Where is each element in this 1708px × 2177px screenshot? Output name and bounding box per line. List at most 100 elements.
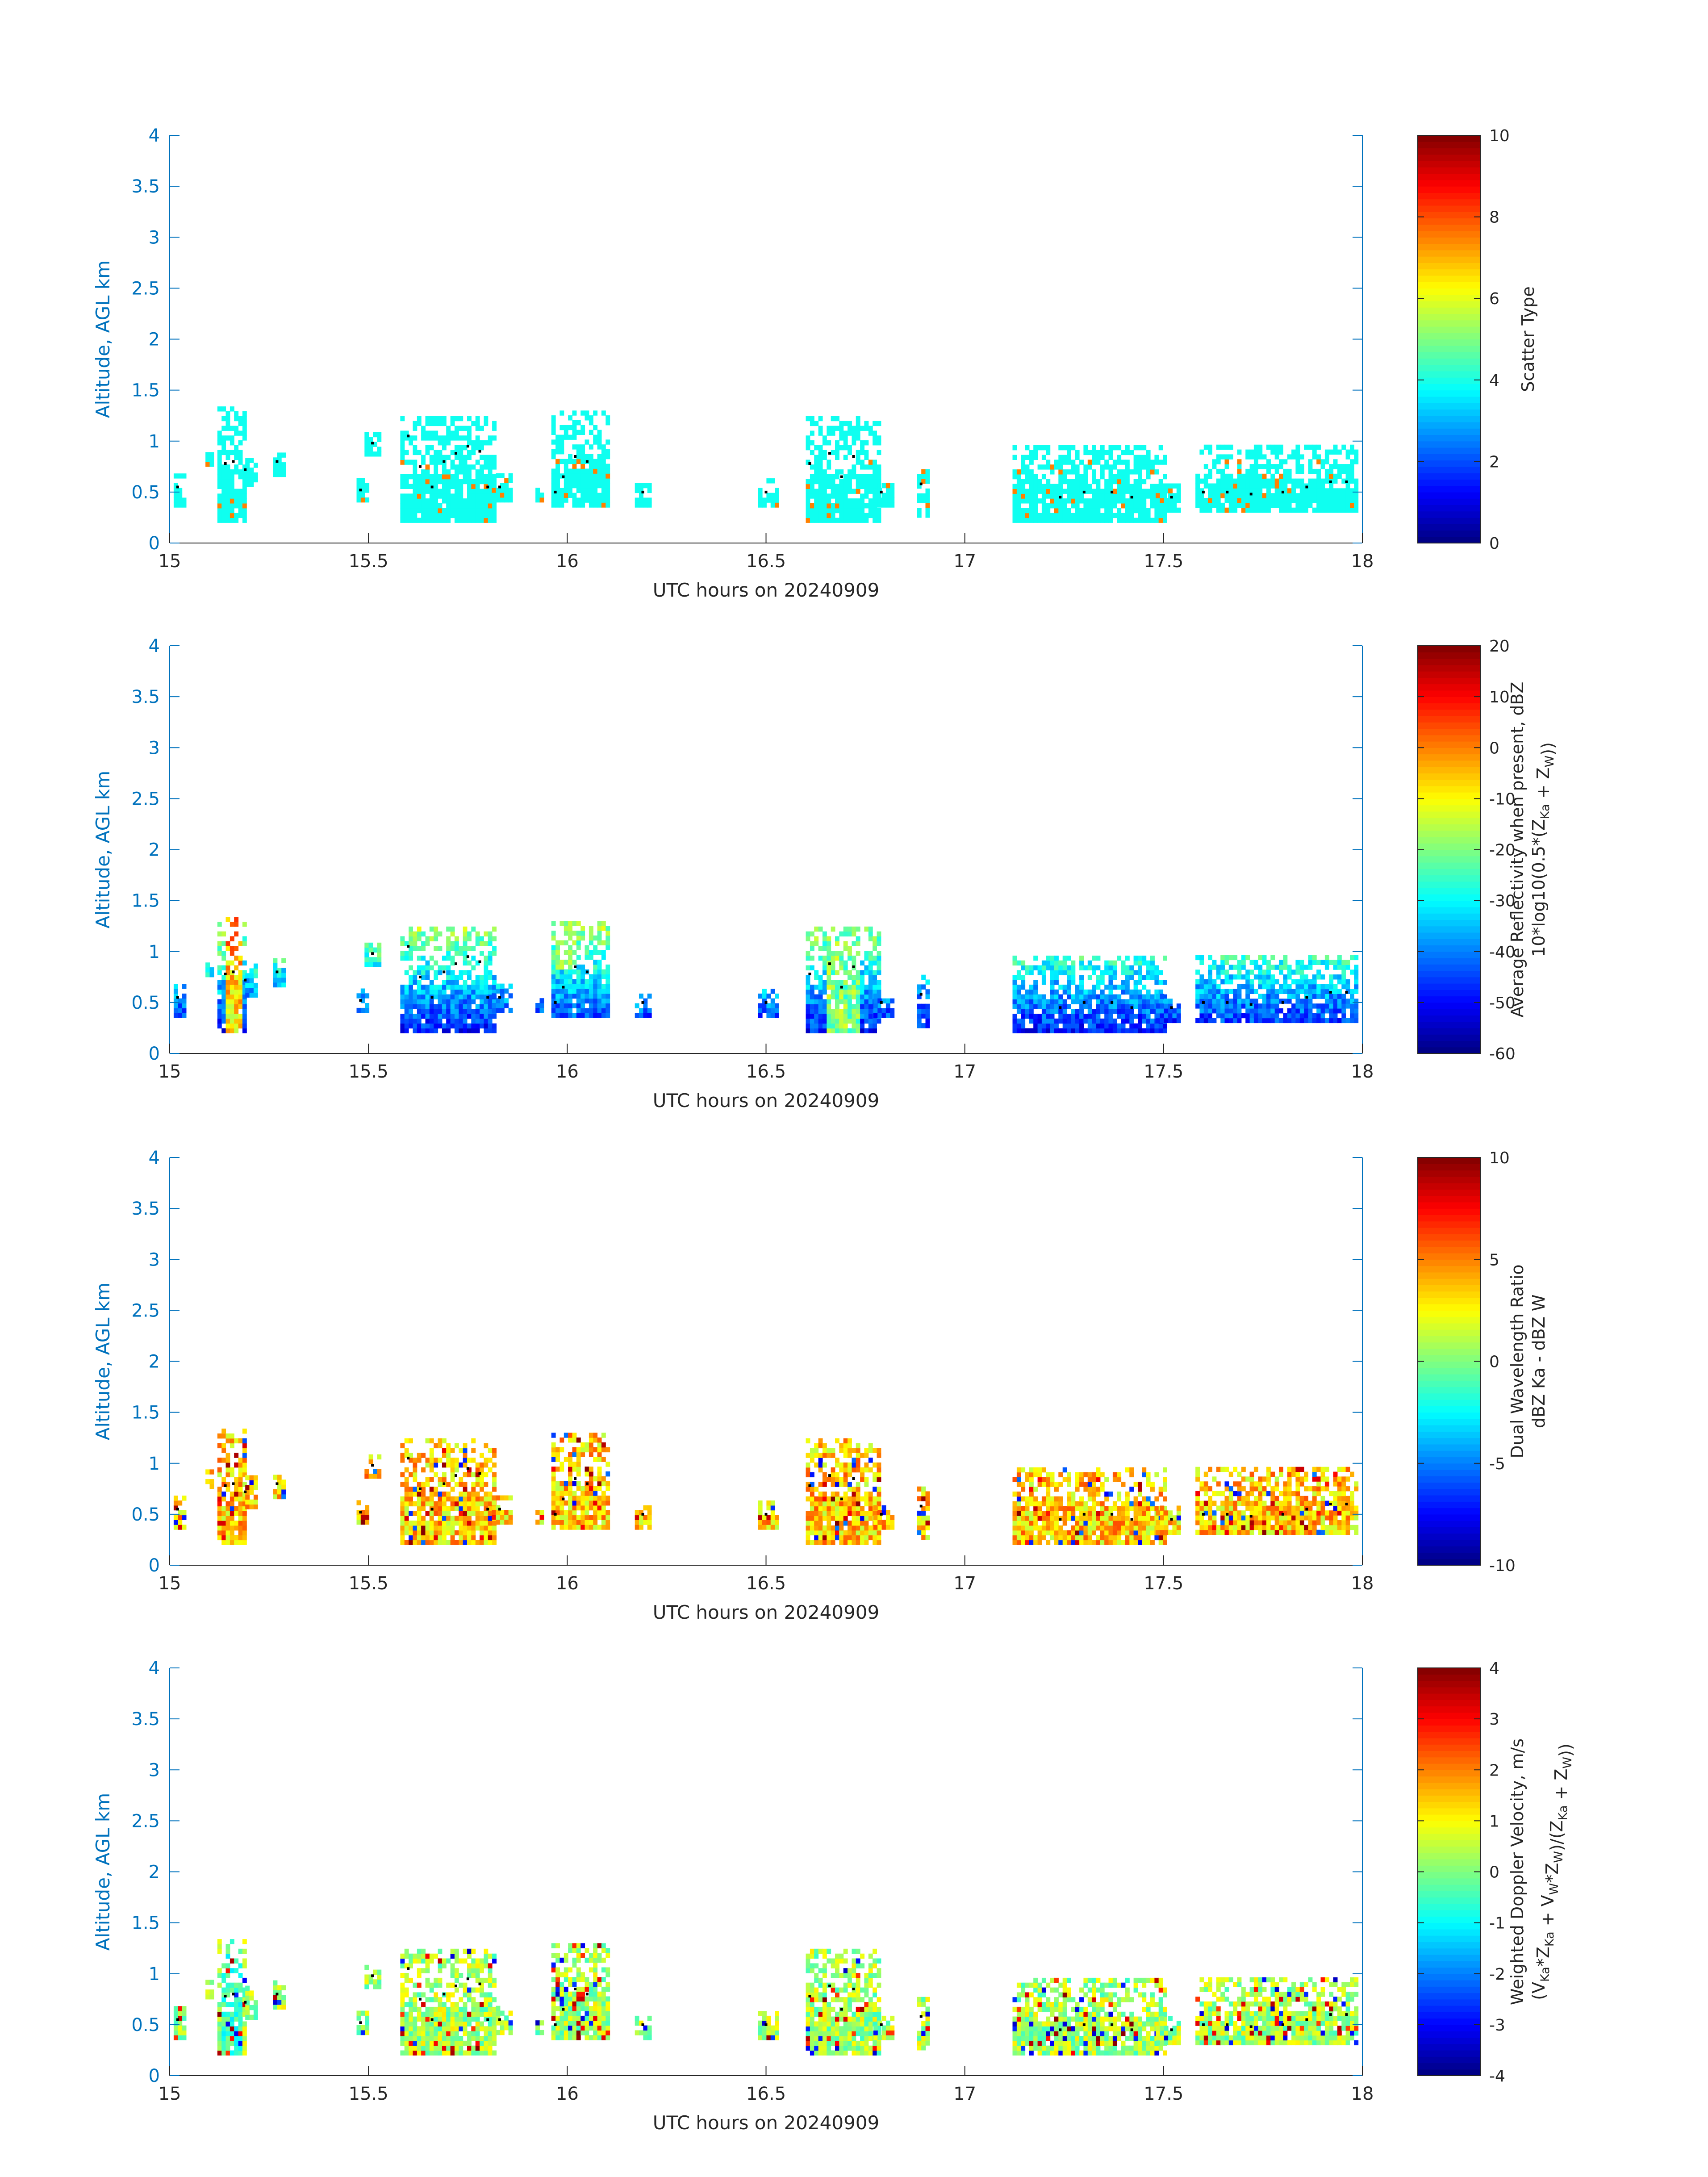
colorbar-swatch <box>1418 1040 1480 1048</box>
colorbar-swatch <box>1418 862 1480 869</box>
heatmap-cell <box>1337 955 1342 961</box>
heatmap-cell <box>178 502 183 508</box>
heatmap-cell <box>601 974 606 979</box>
heatmap-cell <box>1138 1009 1142 1014</box>
heatmap-cell <box>230 1511 234 1516</box>
heatmap-cell <box>864 440 869 446</box>
heatmap-cell <box>1016 503 1021 509</box>
heatmap-cell <box>1220 994 1225 999</box>
heatmap-cell <box>1100 994 1105 999</box>
heatmap-cell <box>860 1018 864 1024</box>
heatmap-cell <box>1033 474 1038 480</box>
heatmap-cell <box>245 463 250 468</box>
heatmap-cell <box>856 926 860 932</box>
heatmap-cell <box>1208 473 1212 479</box>
heatmap-cell <box>471 1458 476 1463</box>
heatmap-cell <box>1083 445 1088 451</box>
heatmap-cell <box>1245 984 1250 990</box>
heatmap-cell <box>217 1492 222 1497</box>
heatmap-cell <box>1337 994 1342 999</box>
heatmap-cell <box>1125 518 1130 523</box>
heatmap-cell <box>234 1492 239 1497</box>
heatmap-cell <box>762 497 767 503</box>
heatmap-cell <box>1112 445 1117 451</box>
heatmap-cell <box>368 437 373 442</box>
heatmap-cell <box>1233 989 1238 994</box>
heatmap-cell <box>404 1028 409 1033</box>
heatmap-cell <box>868 970 873 975</box>
heatmap-cell <box>1125 1014 1130 1019</box>
heatmap-cell <box>852 1014 856 1019</box>
heatmap-cell <box>839 1018 844 1024</box>
heatmap-cell <box>1029 984 1034 990</box>
heatmap-cell <box>413 508 418 514</box>
heatmap-cell <box>806 460 810 465</box>
heatmap-cell <box>606 1013 610 1018</box>
heatmap-cell <box>173 502 178 508</box>
heatmap-cell <box>450 513 455 518</box>
heatmap-cell <box>492 1515 497 1520</box>
heatmap-cell <box>488 1521 493 1526</box>
heatmap-cell <box>1216 454 1221 460</box>
heatmap-cell <box>230 1506 234 1511</box>
heatmap-cell <box>221 508 226 514</box>
heatmap-cell <box>217 460 222 465</box>
heatmap-cell <box>226 411 230 417</box>
heatmap-cell <box>492 1472 497 1478</box>
heatmap-cell <box>593 969 598 975</box>
heatmap-cell <box>442 1462 447 1468</box>
trace-point <box>486 996 489 999</box>
heatmap-cell <box>1241 1013 1246 1019</box>
heatmap-cell <box>1316 507 1321 513</box>
heatmap-cell <box>434 1525 438 1531</box>
heatmap-cell <box>1212 1018 1217 1024</box>
heatmap-cell <box>1012 1023 1017 1029</box>
heatmap-cell <box>1117 498 1122 504</box>
heatmap-cell <box>471 1487 476 1492</box>
heatmap-cell <box>404 1530 409 1536</box>
heatmap-cell <box>1058 503 1063 509</box>
heatmap-cell <box>234 955 239 961</box>
heatmap-cell <box>442 1511 447 1516</box>
heatmap-cell <box>1329 979 1334 985</box>
heatmap-cell <box>373 947 377 953</box>
heatmap-cell <box>488 469 493 475</box>
heatmap-cell <box>1220 454 1225 460</box>
heatmap-cell <box>450 1506 455 1511</box>
heatmap-cell <box>839 989 844 995</box>
heatmap-cell <box>1195 979 1200 985</box>
heatmap-cell <box>1299 984 1304 990</box>
colorbar-swatch <box>1418 824 1480 831</box>
heatmap-cell <box>463 1009 468 1014</box>
heatmap-cell <box>1146 460 1151 465</box>
heatmap-cell <box>818 493 823 499</box>
heatmap-cell <box>475 508 480 514</box>
heatmap-cell <box>1249 1013 1254 1019</box>
heatmap-cell <box>775 502 779 508</box>
heatmap-cell <box>1337 1018 1342 1024</box>
heatmap-cell <box>404 1487 409 1492</box>
heatmap-cell <box>1212 994 1217 999</box>
heatmap-cell <box>1329 498 1334 503</box>
colorbar-swatch <box>1418 205 1480 212</box>
heatmap-cell <box>868 508 873 514</box>
heatmap-cell <box>1245 502 1250 508</box>
heatmap-cell <box>1308 459 1313 464</box>
heatmap-cell <box>459 999 464 1004</box>
heatmap-cell <box>1354 1018 1359 1024</box>
heatmap-cell <box>221 1525 226 1531</box>
heatmap-cell <box>434 455 438 460</box>
heatmap-cell <box>421 498 426 504</box>
heatmap-cell <box>1283 984 1288 990</box>
heatmap-cell <box>873 980 877 985</box>
heatmap-cell <box>1041 1004 1046 1009</box>
heatmap-cell <box>1216 459 1221 464</box>
heatmap-cell <box>576 430 581 435</box>
heatmap-cell <box>1012 1004 1017 1009</box>
colorbar-swatch <box>1418 524 1480 531</box>
heatmap-cell <box>1199 1008 1204 1014</box>
heatmap-cell <box>221 1482 226 1487</box>
heatmap-cell <box>835 994 839 999</box>
y-tick-label: 1 <box>149 942 160 962</box>
heatmap-cell <box>925 1018 930 1024</box>
